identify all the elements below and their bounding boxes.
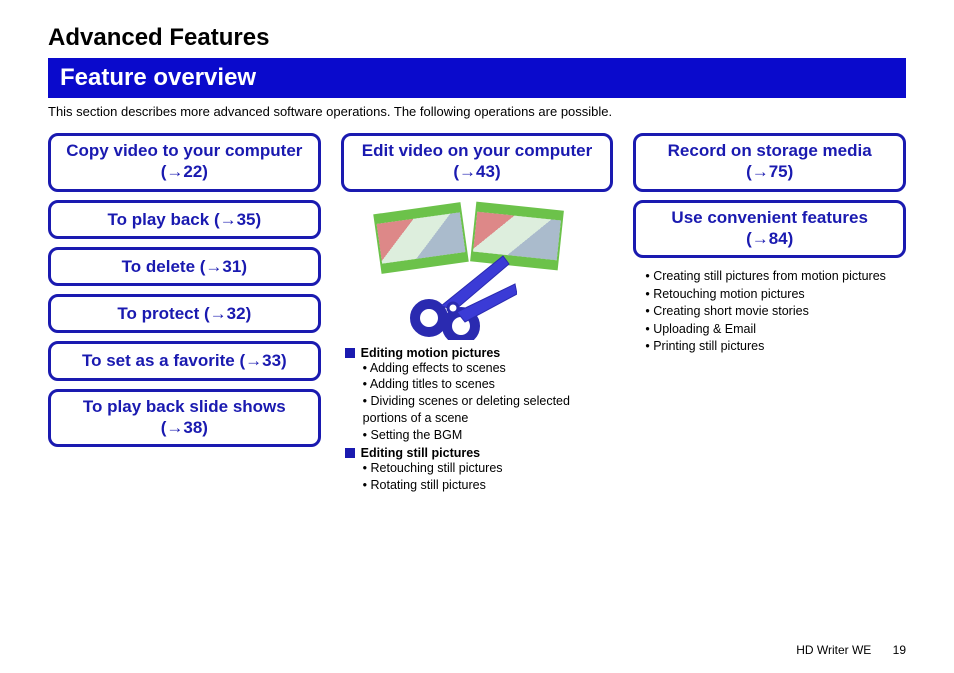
- page-footer: HD Writer WE 19: [796, 643, 906, 657]
- feature-title: To play back: [107, 210, 213, 229]
- square-bullet-icon: [345, 348, 355, 358]
- column-2: Edit video on your computer (→43): [341, 133, 614, 494]
- feature-page-ref: (→33): [239, 351, 286, 370]
- list-item: Retouching motion pictures: [645, 286, 906, 304]
- feature-page-ref: (→38): [57, 417, 312, 438]
- list-item: Setting the BGM: [363, 427, 614, 444]
- feature-box-slideshow[interactable]: To play back slide shows (→38): [48, 389, 321, 448]
- feature-page-ref: (→32): [204, 304, 251, 323]
- list-item: Rotating still pictures: [363, 477, 614, 494]
- footer-page-number: 19: [893, 643, 906, 657]
- columns: Copy video to your computer (→22) To pla…: [48, 133, 906, 494]
- section-banner: Feature overview: [48, 58, 906, 98]
- feature-title: To protect: [117, 304, 204, 323]
- list-item: Dividing scenes or deleting selected por…: [363, 393, 614, 427]
- feature-box-convenient[interactable]: Use convenient features (→84): [633, 200, 906, 259]
- feature-title: To delete: [122, 257, 200, 276]
- intro-text: This section describes more advanced sof…: [48, 104, 906, 119]
- list-item: Printing still pictures: [645, 338, 906, 356]
- feature-page-ref: (→75): [642, 161, 897, 182]
- convenient-list: Creating still pictures from motion pict…: [633, 266, 906, 356]
- feature-title: Edit video on your computer: [350, 140, 605, 161]
- feature-box-favorite[interactable]: To set as a favorite (→33): [48, 341, 321, 380]
- footer-product: HD Writer WE: [796, 643, 871, 657]
- list-item: Adding titles to scenes: [363, 376, 614, 393]
- feature-box-protect[interactable]: To protect (→32): [48, 294, 321, 333]
- list-item: Retouching still pictures: [363, 460, 614, 477]
- notes-heading-label: Editing motion pictures: [361, 346, 501, 360]
- list-item: Adding effects to scenes: [363, 360, 614, 377]
- feature-page-ref: (→22): [57, 161, 312, 182]
- column-3: Record on storage media (→75) Use conven…: [633, 133, 906, 494]
- feature-page-ref: (→31): [200, 257, 247, 276]
- scissors-icon: [407, 250, 517, 340]
- square-bullet-icon: [345, 448, 355, 458]
- edit-illustration: [347, 202, 607, 332]
- page: Advanced Features Feature overview This …: [0, 0, 954, 673]
- feature-box-edit-video[interactable]: Edit video on your computer (→43): [341, 133, 614, 192]
- feature-box-record-storage[interactable]: Record on storage media (→75): [633, 133, 906, 192]
- feature-title: Record on storage media: [642, 140, 897, 161]
- notes-heading-still: Editing still pictures: [345, 446, 614, 460]
- notes-heading-motion: Editing motion pictures: [345, 346, 614, 360]
- feature-box-play-back[interactable]: To play back (→35): [48, 200, 321, 239]
- notes-list-motion: Adding effects to scenes Adding titles t…: [345, 360, 614, 444]
- notes-heading-label: Editing still pictures: [361, 446, 480, 460]
- notes-list-still: Retouching still pictures Rotating still…: [345, 460, 614, 494]
- feature-title: To set as a favorite: [82, 351, 239, 370]
- feature-title: To play back slide shows: [57, 396, 312, 417]
- feature-page-ref: (→84): [642, 228, 897, 249]
- list-item: Creating still pictures from motion pict…: [645, 268, 906, 286]
- feature-box-delete[interactable]: To delete (→31): [48, 247, 321, 286]
- column-1: Copy video to your computer (→22) To pla…: [48, 133, 321, 494]
- feature-page-ref: (→35): [214, 210, 261, 229]
- page-title: Advanced Features: [48, 24, 906, 52]
- list-item: Uploading & Email: [645, 321, 906, 339]
- feature-box-copy-video[interactable]: Copy video to your computer (→22): [48, 133, 321, 192]
- feature-title: Copy video to your computer: [57, 140, 312, 161]
- feature-page-ref: (→43): [350, 161, 605, 182]
- list-item: Creating short movie stories: [645, 303, 906, 321]
- feature-title: Use convenient features: [642, 207, 897, 228]
- edit-notes: Editing motion pictures Adding effects t…: [341, 342, 614, 494]
